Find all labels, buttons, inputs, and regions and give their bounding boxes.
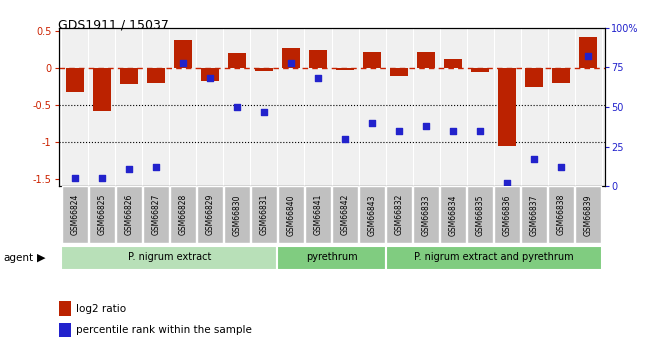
Text: GSM66836: GSM66836 <box>502 194 512 236</box>
Text: GDS1911 / 15037: GDS1911 / 15037 <box>58 19 170 32</box>
Text: P. nigrum extract and pyrethrum: P. nigrum extract and pyrethrum <box>414 253 573 262</box>
FancyBboxPatch shape <box>170 186 196 243</box>
Text: GSM66824: GSM66824 <box>70 194 79 235</box>
Point <box>205 76 215 81</box>
FancyBboxPatch shape <box>467 186 493 243</box>
Point <box>529 157 539 162</box>
FancyBboxPatch shape <box>61 246 278 269</box>
Bar <box>580 37 597 68</box>
Text: log2 ratio: log2 ratio <box>76 304 126 314</box>
Bar <box>228 53 246 68</box>
FancyBboxPatch shape <box>549 186 574 243</box>
Point <box>502 180 512 186</box>
Text: GSM66828: GSM66828 <box>178 194 187 235</box>
Text: pyrethrum: pyrethrum <box>306 253 358 262</box>
Bar <box>174 40 192 68</box>
FancyBboxPatch shape <box>575 186 601 243</box>
Point <box>259 109 269 115</box>
Bar <box>282 48 300 68</box>
Text: GSM66838: GSM66838 <box>557 194 566 235</box>
Bar <box>336 68 354 70</box>
Point <box>421 123 432 129</box>
Point <box>394 128 404 134</box>
Bar <box>309 50 327 68</box>
Bar <box>120 68 138 85</box>
FancyBboxPatch shape <box>89 186 114 243</box>
Point <box>286 60 296 65</box>
Text: GSM66839: GSM66839 <box>584 194 593 236</box>
Point <box>583 53 593 59</box>
Text: percentile rank within the sample: percentile rank within the sample <box>76 325 252 335</box>
Point <box>556 165 566 170</box>
Text: GSM66827: GSM66827 <box>151 194 161 235</box>
Bar <box>390 68 408 76</box>
Bar <box>525 68 543 87</box>
Text: GSM66830: GSM66830 <box>233 194 241 236</box>
FancyBboxPatch shape <box>62 186 88 243</box>
Point <box>151 165 161 170</box>
Text: GSM66840: GSM66840 <box>287 194 296 236</box>
FancyBboxPatch shape <box>494 186 520 243</box>
Text: agent: agent <box>3 253 33 263</box>
Bar <box>499 68 516 146</box>
FancyBboxPatch shape <box>278 246 385 269</box>
Point <box>313 76 323 81</box>
Text: GSM66834: GSM66834 <box>448 194 458 236</box>
FancyBboxPatch shape <box>224 186 250 243</box>
FancyBboxPatch shape <box>197 186 223 243</box>
Text: GSM66841: GSM66841 <box>313 194 322 235</box>
Text: GSM66843: GSM66843 <box>367 194 376 236</box>
Bar <box>58 323 70 337</box>
Text: GSM66825: GSM66825 <box>98 194 106 235</box>
Point <box>97 176 107 181</box>
Text: P. nigrum extract: P. nigrum extract <box>127 253 211 262</box>
Point <box>475 128 486 134</box>
Bar <box>552 68 570 83</box>
FancyBboxPatch shape <box>385 246 602 269</box>
Point <box>177 60 188 65</box>
Point <box>448 128 458 134</box>
Bar <box>363 52 381 68</box>
FancyBboxPatch shape <box>521 186 547 243</box>
Bar <box>66 68 83 92</box>
FancyBboxPatch shape <box>413 186 439 243</box>
Text: GSM66842: GSM66842 <box>341 194 350 235</box>
Point <box>340 136 350 141</box>
Bar <box>93 68 110 111</box>
Bar <box>201 68 218 81</box>
Text: GSM66826: GSM66826 <box>124 194 133 235</box>
Text: ▶: ▶ <box>36 253 46 263</box>
Bar <box>255 68 273 71</box>
FancyBboxPatch shape <box>278 186 304 243</box>
Text: GSM66829: GSM66829 <box>205 194 214 235</box>
Text: GSM66833: GSM66833 <box>422 194 430 236</box>
Bar <box>417 52 435 68</box>
FancyBboxPatch shape <box>359 186 385 243</box>
Text: GSM66831: GSM66831 <box>259 194 268 235</box>
FancyBboxPatch shape <box>332 186 358 243</box>
Bar <box>471 68 489 72</box>
Text: GSM66835: GSM66835 <box>476 194 485 236</box>
FancyBboxPatch shape <box>440 186 466 243</box>
Point <box>367 120 377 126</box>
Point <box>231 104 242 110</box>
FancyBboxPatch shape <box>143 186 169 243</box>
Point <box>70 176 80 181</box>
FancyBboxPatch shape <box>386 186 412 243</box>
FancyBboxPatch shape <box>116 186 142 243</box>
Bar <box>147 68 164 83</box>
Text: GSM66832: GSM66832 <box>395 194 404 235</box>
Point <box>124 166 134 171</box>
FancyBboxPatch shape <box>251 186 277 243</box>
Text: GSM66837: GSM66837 <box>530 194 539 236</box>
Bar <box>58 301 70 316</box>
Bar <box>445 59 462 68</box>
FancyBboxPatch shape <box>305 186 331 243</box>
